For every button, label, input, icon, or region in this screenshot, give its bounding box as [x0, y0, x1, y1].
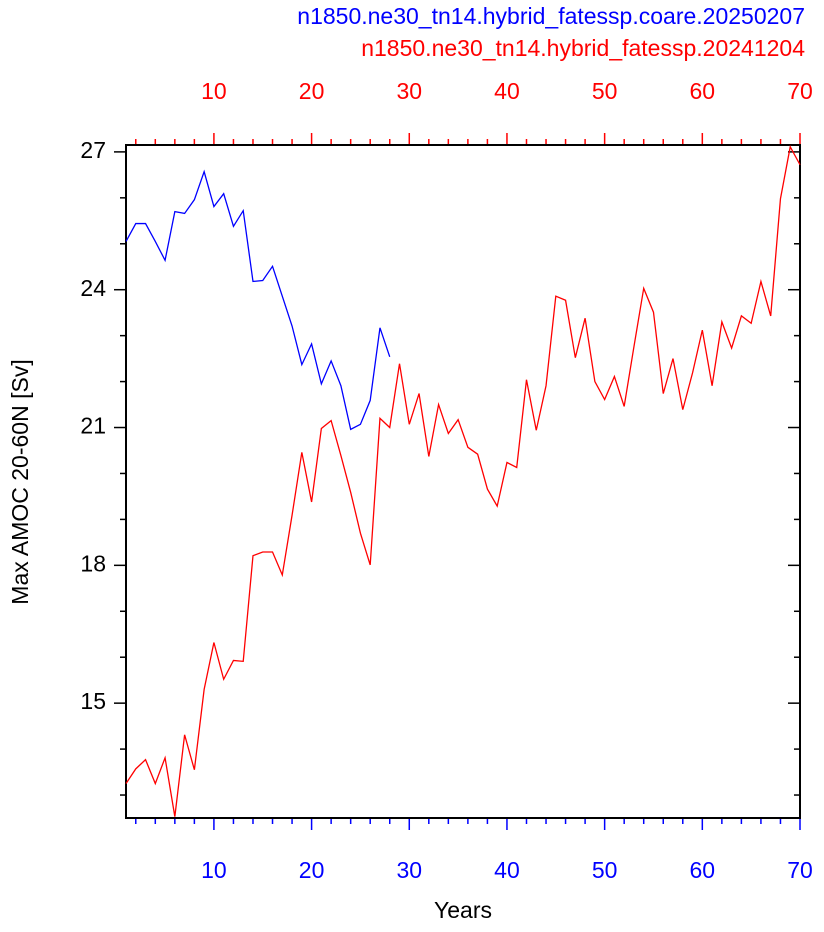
y-tick-label: 18 [80, 550, 106, 576]
x-tick-label: 50 [592, 857, 618, 883]
y-tick-label: 24 [80, 275, 106, 301]
x2-tick-label: 50 [592, 78, 618, 104]
x2-tick-label: 10 [201, 78, 227, 104]
chart-subtitle: n1850.ne30_tn14.hybrid_fatessp.20241204 [361, 35, 805, 61]
x2-tick-label: 70 [787, 78, 813, 104]
chart-title: n1850.ne30_tn14.hybrid_fatessp.coare.202… [297, 3, 805, 29]
x-axis-label: Years [434, 897, 492, 923]
y-tick-label: 21 [80, 413, 106, 439]
series-line [125, 169, 391, 431]
y-axis-label: Max AMOC 20-60N [Sv] [7, 359, 33, 604]
y-tick-label: 15 [80, 688, 106, 714]
x2-tick-label: 40 [494, 78, 520, 104]
x-tick-label: 20 [299, 857, 325, 883]
x2-tick-label: 30 [396, 78, 422, 104]
x-tick-label: 10 [201, 857, 227, 883]
x-tick-label: 30 [396, 857, 422, 883]
y-tick-label: 27 [80, 137, 106, 163]
x-tick-label: 60 [690, 857, 716, 883]
x2-tick-label: 20 [299, 78, 325, 104]
x-tick-label: 40 [494, 857, 520, 883]
plot-frame [125, 144, 801, 819]
x-tick-label: 70 [787, 857, 813, 883]
series-line [125, 144, 801, 817]
x2-tick-label: 60 [690, 78, 716, 104]
